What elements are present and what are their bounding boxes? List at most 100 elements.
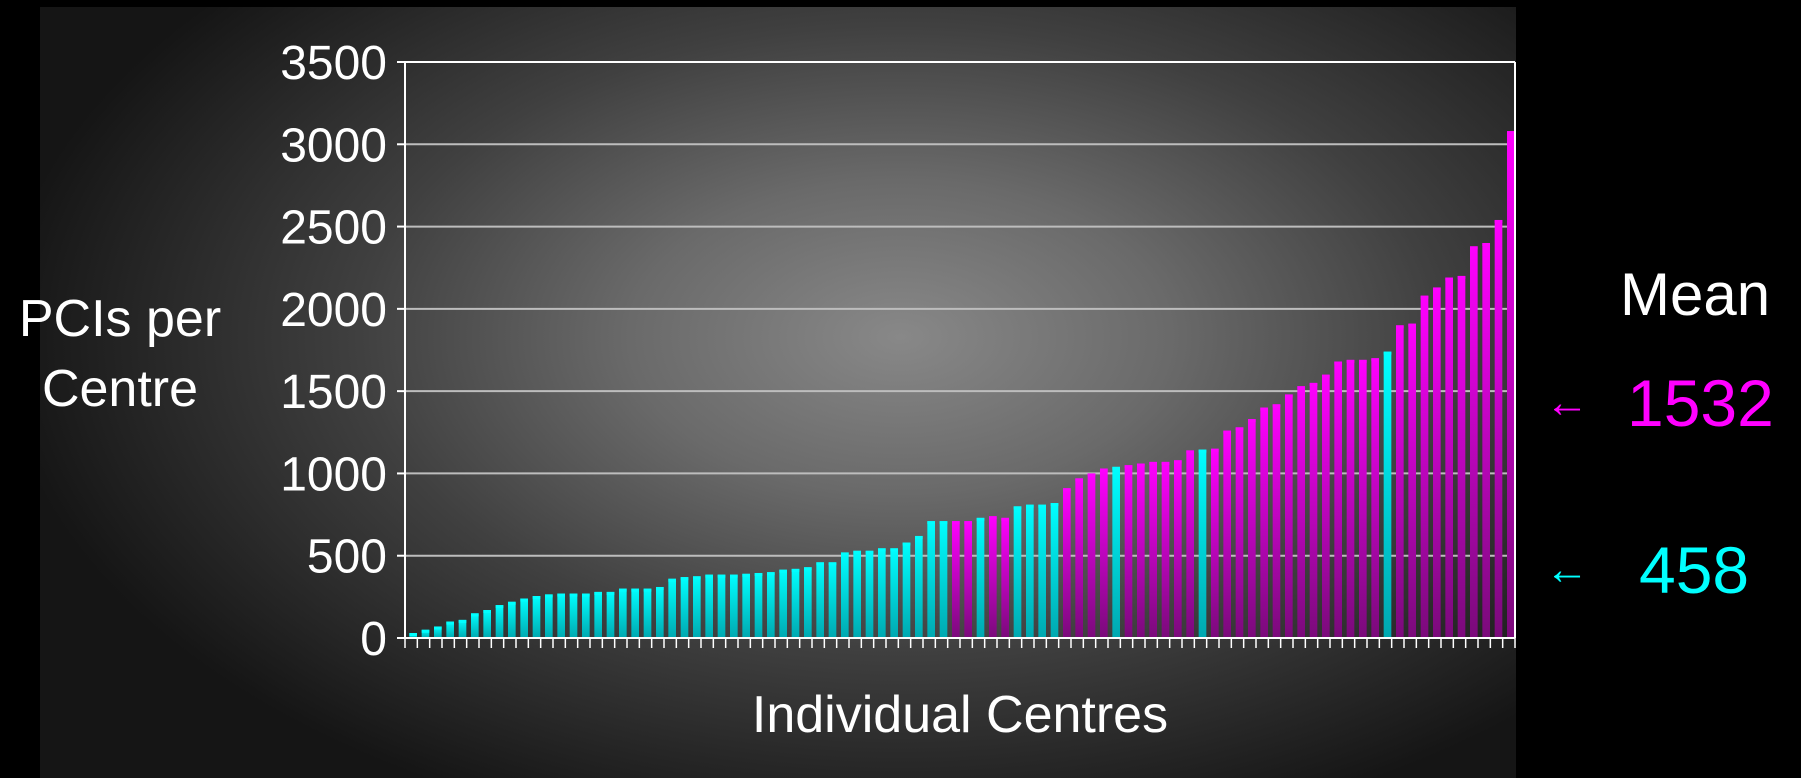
bar-cap	[890, 548, 898, 552]
bar	[804, 567, 812, 638]
bar-cap	[606, 591, 615, 595]
bar	[1112, 466, 1120, 638]
bar-cap	[865, 550, 874, 554]
bar	[582, 593, 590, 638]
bar	[520, 598, 528, 638]
bar	[643, 588, 652, 638]
y-tick-label: 2500	[280, 202, 387, 255]
bar	[569, 593, 578, 638]
y-tick-labels: 0 500 1000 1500 2000 2500 3000 3500	[280, 37, 387, 666]
bar-cap	[1383, 351, 1392, 355]
arrow-left-icon: ←	[1545, 545, 1589, 594]
bar-cap	[927, 521, 935, 525]
bar-cap	[471, 613, 479, 617]
mean-magenta-row: ← 1532	[1545, 365, 1774, 441]
arrow-left-icon: ←	[1545, 378, 1589, 427]
bar-cap	[1482, 243, 1490, 247]
bar	[495, 605, 504, 638]
bar	[1137, 463, 1145, 638]
bar	[557, 593, 565, 638]
bar-cap	[1063, 488, 1071, 492]
bar	[1433, 287, 1441, 638]
bar-cap	[508, 601, 516, 605]
bar-cap	[557, 593, 565, 597]
bar	[1383, 351, 1392, 638]
bar	[717, 574, 726, 638]
mean-cyan-value: 458	[1639, 533, 1750, 607]
bar	[1334, 361, 1342, 638]
bar	[1013, 506, 1022, 638]
bar-cap	[915, 535, 923, 539]
bar-cap	[1026, 504, 1034, 508]
bar	[421, 629, 430, 638]
mean-title: Mean	[1620, 261, 1771, 328]
bar-cap	[1198, 449, 1207, 453]
bar	[631, 588, 639, 638]
bar-cap	[594, 591, 602, 595]
bar	[705, 574, 713, 638]
bar-cap	[631, 588, 639, 592]
bar-cap	[730, 574, 738, 578]
bar-cap	[1001, 517, 1009, 521]
bar-cap	[853, 550, 861, 554]
bar	[594, 591, 602, 638]
bar-cap	[680, 577, 689, 581]
bar-cap	[458, 619, 467, 623]
bar-cap	[643, 588, 652, 592]
bar-cap	[1223, 430, 1231, 434]
bar	[1445, 277, 1453, 638]
bar-cap	[841, 552, 849, 556]
bar	[1087, 473, 1096, 638]
bar	[680, 577, 689, 638]
bar	[1494, 219, 1503, 638]
bar-cap	[545, 594, 553, 598]
bar	[927, 521, 935, 638]
bar	[902, 542, 911, 638]
bar	[1482, 243, 1490, 638]
mean-cyan-row: ← 458	[1545, 532, 1749, 608]
bar-cap	[779, 569, 787, 573]
bar-cap	[446, 621, 454, 625]
bar	[1408, 323, 1416, 638]
bar-cap	[1087, 473, 1096, 477]
bar-cap	[1359, 359, 1367, 363]
bar-cap	[409, 633, 417, 637]
chart-panel	[40, 7, 1516, 778]
bar-cap	[952, 521, 960, 525]
bar-cap	[902, 542, 911, 546]
bar-cap	[816, 562, 824, 566]
bar	[1174, 460, 1182, 638]
bar-cap	[1038, 504, 1046, 508]
bar	[471, 613, 479, 638]
bar-cap	[1260, 407, 1268, 411]
bar	[545, 594, 553, 638]
bar	[742, 573, 750, 638]
bar	[1297, 386, 1305, 638]
bar	[1063, 488, 1071, 638]
bar-cap	[1408, 323, 1416, 327]
bar-cap	[1470, 246, 1478, 250]
bar-cap	[1494, 219, 1503, 223]
bar-cap	[1507, 131, 1515, 135]
bar	[1272, 404, 1281, 638]
bar-cap	[1272, 404, 1281, 408]
bar-cap	[1137, 463, 1145, 467]
bar-cap	[989, 516, 997, 520]
bar-cap	[1075, 478, 1083, 482]
bar	[483, 610, 491, 638]
bar-cap	[656, 586, 664, 590]
bar-cap	[1149, 461, 1157, 465]
y-tick-label: 1500	[280, 366, 387, 419]
bar	[1371, 358, 1379, 638]
bar	[1075, 478, 1083, 638]
x-axis-label: Individual Centres	[751, 686, 1169, 744]
bar-cap	[976, 517, 985, 521]
bar	[730, 574, 738, 638]
bar	[779, 569, 787, 638]
bar-cap	[569, 593, 578, 597]
bar	[508, 601, 516, 638]
bar-cap	[1334, 361, 1342, 365]
y-tick-label: 3000	[280, 119, 387, 172]
bar	[853, 550, 861, 638]
